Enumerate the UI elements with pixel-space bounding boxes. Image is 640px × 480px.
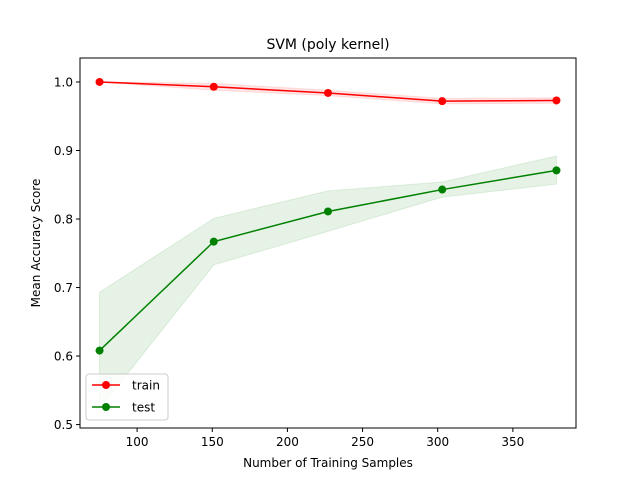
train-point [552,96,561,105]
test-point [324,207,332,216]
x-tick-label: 100 [126,435,149,449]
test-point [95,346,104,355]
confidence-bands [99,81,557,411]
x-axis-ticks: 100 150 200 250 300 350 [126,428,524,449]
y-tick-label: 0.8 [54,213,73,227]
x-axis-label: Number of Training Samples [243,456,413,470]
x-tick-label: 300 [426,435,449,449]
train-point [209,82,218,91]
x-tick-label: 200 [276,435,299,449]
chart-title: SVM (poly kernel) [266,37,389,53]
x-tick-label: 250 [351,435,374,449]
legend-train-marker [102,381,110,389]
train-point [95,77,104,86]
train-point [324,88,332,97]
x-tick-label: 350 [501,435,524,449]
x-tick-label: 150 [201,435,224,449]
y-axis-ticks: 0.5 0.6 0.7 0.8 0.9 1.0 [54,75,80,432]
y-tick-label: 1.0 [54,75,73,89]
y-tick-label: 0.7 [54,281,73,295]
legend-test-label: test [132,401,155,415]
test-confidence-band [99,155,557,411]
y-tick-label: 0.9 [54,144,73,158]
train-point [438,97,447,106]
series-markers [95,77,561,355]
legend-test-marker [102,403,110,411]
y-tick-label: 0.6 [54,350,73,364]
y-tick-label: 0.5 [54,418,73,432]
plot-area-frame [79,57,577,429]
test-point [438,185,447,194]
test-point [552,166,561,175]
legend: train test [85,373,169,421]
y-axis-label: Mean Accuracy Score [29,179,43,308]
test-point [209,237,218,246]
legend-train-label: train [132,379,160,393]
